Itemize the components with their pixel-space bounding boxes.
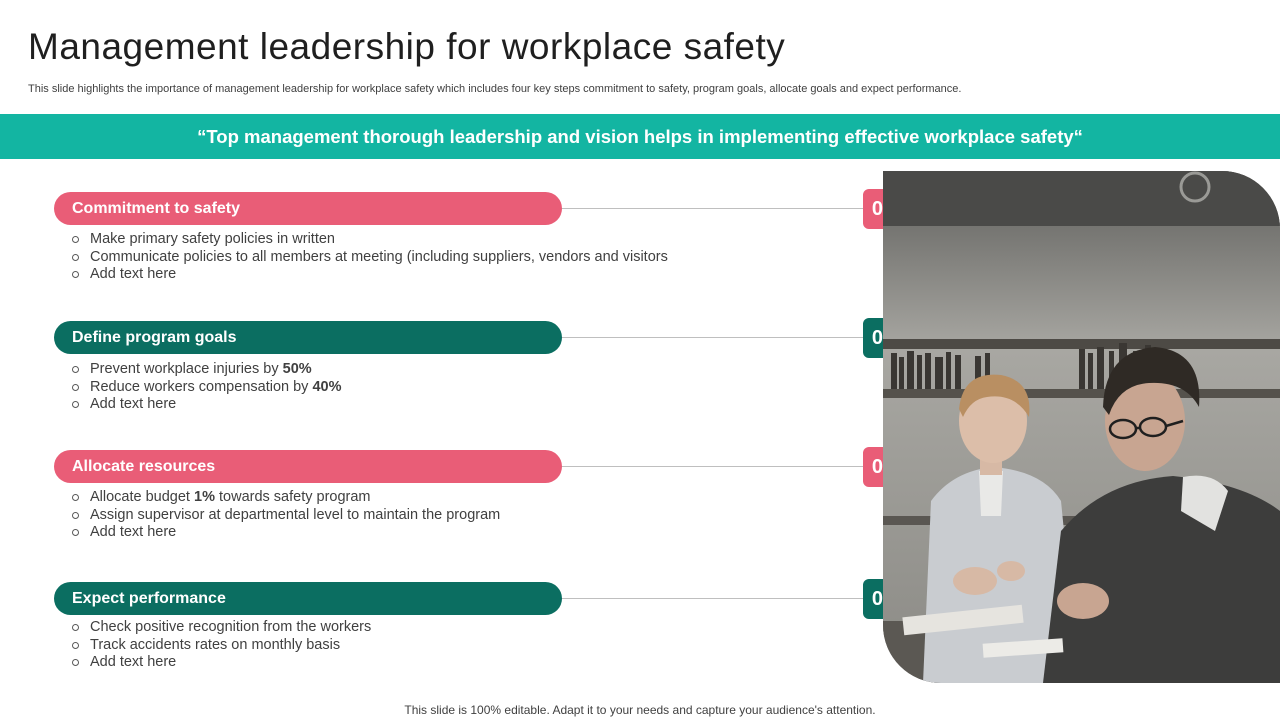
step-bullet-list: Prevent workplace injuries by 50% Reduce…: [72, 361, 341, 414]
photo-two-men-at-table: [883, 171, 1280, 683]
step-allocate-resources: Allocate resources 03 Allocate budget 1%…: [54, 447, 904, 560]
circle-bullet-icon: [72, 511, 79, 519]
step-bullet-list: Check positive recognition from the work…: [72, 619, 371, 672]
list-item: Track accidents rates on monthly basis: [72, 637, 371, 655]
step-title-pill: Define program goals: [54, 321, 562, 354]
circle-bullet-icon: [72, 253, 79, 261]
step-title-pill: Allocate resources: [54, 450, 562, 483]
circle-bullet-icon: [72, 383, 79, 391]
circle-bullet-icon: [72, 401, 79, 409]
step-title: Allocate resources: [72, 457, 216, 475]
circle-bullet-icon: [72, 659, 79, 667]
step-title: Commitment to safety: [72, 199, 241, 217]
circle-bullet-icon: [72, 624, 79, 632]
footer-note: This slide is 100% editable. Adapt it to…: [404, 703, 876, 717]
step-title-pill: Expect performance: [54, 582, 562, 615]
list-item: Add text here: [72, 266, 668, 284]
page-subtitle: This slide highlights the importance of …: [28, 83, 962, 95]
list-item: Check positive recognition from the work…: [72, 619, 371, 637]
step-title: Define program goals: [72, 328, 237, 346]
circle-bullet-icon: [72, 271, 79, 279]
list-item: Assign supervisor at departmental level …: [72, 507, 500, 525]
step-bullet-list: Make primary safety policies in written …: [72, 231, 668, 284]
step-title: Expect performance: [72, 589, 226, 607]
quote-banner: “Top management thorough leadership and …: [0, 114, 1280, 159]
step-connector-line: [559, 466, 869, 467]
circle-bullet-icon: [72, 366, 79, 374]
step-expect-performance: Expect performance 04 Check positive rec…: [54, 579, 904, 692]
list-item: Reduce workers compensation by 40%: [72, 379, 341, 397]
step-connector-line: [559, 598, 869, 599]
list-item: Communicate policies to all members at m…: [72, 249, 668, 267]
circle-bullet-icon: [72, 641, 79, 649]
list-item: Add text here: [72, 654, 371, 672]
circle-bullet-icon: [72, 529, 79, 537]
list-item: Add text here: [72, 396, 341, 414]
step-bullet-list: Allocate budget 1% towards safety progra…: [72, 489, 500, 542]
list-item: Make primary safety policies in written: [72, 231, 668, 249]
step-title-pill: Commitment to safety: [54, 192, 562, 225]
step-connector-line: [559, 337, 869, 338]
step-commitment-to-safety: Commitment to safety 01 Make primary saf…: [54, 189, 904, 302]
quote-text: “Top management thorough leadership and …: [197, 125, 1083, 147]
circle-bullet-icon: [72, 494, 79, 502]
circle-bullet-icon: [72, 236, 79, 244]
list-item: Allocate budget 1% towards safety progra…: [72, 489, 500, 507]
step-connector-line: [559, 208, 869, 209]
list-item: Prevent workplace injuries by 50%: [72, 361, 341, 379]
list-item: Add text here: [72, 524, 500, 542]
photo-illustration: [883, 171, 1280, 683]
step-define-program-goals: Define program goals 02 Prevent workplac…: [54, 318, 904, 431]
page-title: Management leadership for workplace safe…: [28, 26, 786, 67]
